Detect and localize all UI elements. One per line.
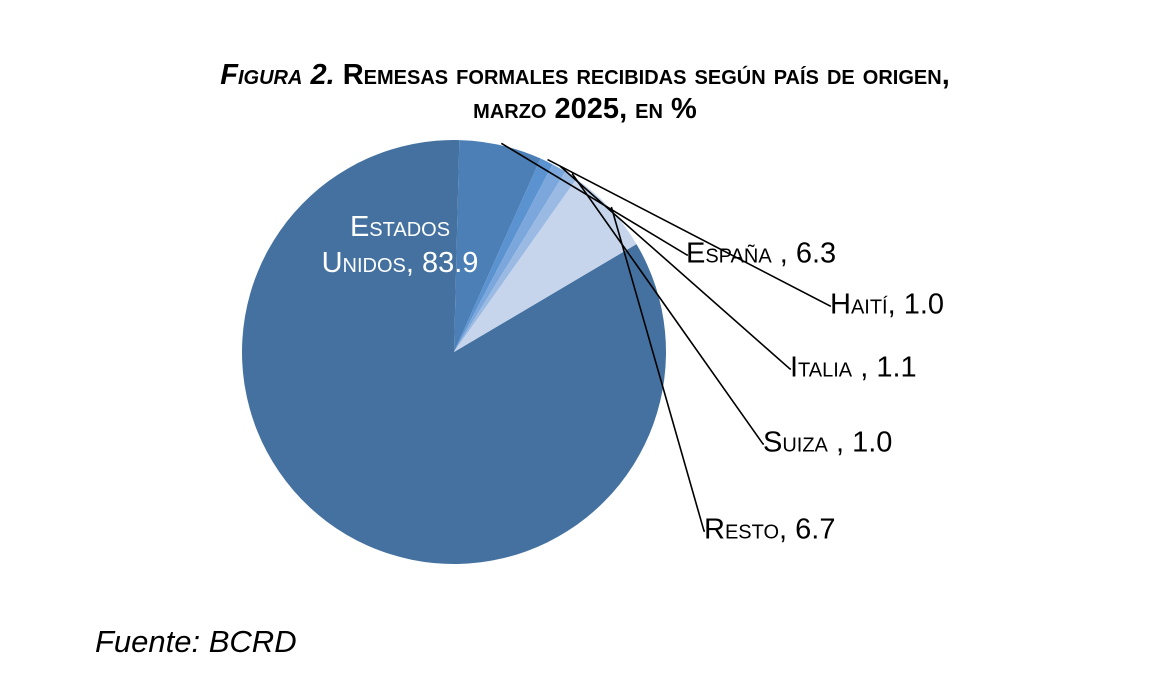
slice-label-haiti: Haití, 1.0 [830,289,944,321]
leader-lines [500,142,831,532]
leader-line-suiza [571,173,764,445]
pie-slice-resto [454,178,637,352]
slice-labels: Estados Unidos, 83.9 España , 6.3 Haití, 1.… [322,211,944,546]
pie-slice-haiti [454,158,553,352]
pie-slice-estados-unidos [241,140,666,564]
leader-line-resto [610,206,705,532]
chart-title: Figura 2. Remesas formales recibidas seg… [0,58,1170,126]
pie-slices [241,140,666,564]
pie-slice-italia [454,164,566,352]
slice-label-estados-unidos: Estados Unidos, 83.9 [322,211,479,279]
slice-label-italia: Italia , 1.1 [790,352,917,384]
source-note: Fuente: BCRD [95,624,297,659]
leader-line-italia [559,165,791,370]
leader-line-espana [500,142,688,256]
leader-line-haiti [547,158,831,307]
slice-label-resto: Resto, 6.7 [704,514,835,546]
pie-slice-espana [454,140,541,352]
title-line-2: marzo 2025, en % [473,93,697,125]
figure-label: Figura 2. [220,59,335,91]
slice-label-espana: España , 6.3 [686,238,836,270]
title-line-1: Remesas formales recibidas según país de… [342,59,950,91]
pie-slice-suiza [454,171,577,352]
slice-label-suiza: Suiza , 1.0 [763,427,892,459]
